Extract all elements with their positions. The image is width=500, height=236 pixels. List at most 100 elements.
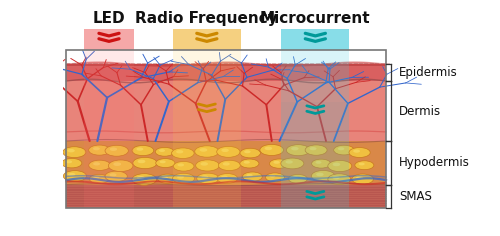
Circle shape <box>93 176 100 179</box>
Bar <box>66 64 386 81</box>
Circle shape <box>105 171 128 181</box>
Text: Radio Frequency: Radio Frequency <box>136 11 278 25</box>
Circle shape <box>353 150 360 153</box>
Circle shape <box>332 163 340 166</box>
Circle shape <box>64 171 86 181</box>
Circle shape <box>88 160 110 170</box>
Bar <box>282 50 349 208</box>
Text: Epidermis: Epidermis <box>399 66 458 79</box>
Text: LED: LED <box>92 11 126 25</box>
Circle shape <box>177 175 184 179</box>
Circle shape <box>246 174 253 177</box>
Circle shape <box>240 159 259 168</box>
Circle shape <box>172 173 195 184</box>
Circle shape <box>223 162 230 166</box>
Circle shape <box>160 160 166 163</box>
Circle shape <box>90 174 109 184</box>
Circle shape <box>332 176 340 179</box>
Circle shape <box>162 176 168 179</box>
Circle shape <box>244 150 250 153</box>
Circle shape <box>200 162 208 166</box>
Circle shape <box>266 173 284 182</box>
Circle shape <box>110 148 117 151</box>
Circle shape <box>292 176 298 179</box>
Circle shape <box>159 149 165 152</box>
Circle shape <box>334 145 354 155</box>
Text: Microcurrent: Microcurrent <box>260 11 370 25</box>
Circle shape <box>133 157 157 169</box>
Bar <box>173 29 241 50</box>
Circle shape <box>358 163 364 165</box>
Circle shape <box>242 172 262 181</box>
Circle shape <box>66 160 72 163</box>
Circle shape <box>286 145 310 156</box>
Circle shape <box>260 144 283 156</box>
Circle shape <box>264 147 272 150</box>
Circle shape <box>110 173 116 177</box>
Circle shape <box>132 174 156 185</box>
Circle shape <box>197 173 219 184</box>
Circle shape <box>349 148 370 157</box>
Circle shape <box>316 173 324 176</box>
Text: Hypodermis: Hypodermis <box>399 156 469 169</box>
Bar <box>66 81 386 141</box>
Circle shape <box>132 145 154 156</box>
Circle shape <box>62 158 82 168</box>
Circle shape <box>216 146 240 157</box>
Circle shape <box>93 147 100 150</box>
Circle shape <box>158 174 178 183</box>
Circle shape <box>286 160 293 164</box>
Circle shape <box>312 159 330 168</box>
Circle shape <box>62 147 86 158</box>
Circle shape <box>352 174 374 184</box>
Circle shape <box>138 160 145 163</box>
Circle shape <box>218 160 240 171</box>
Bar <box>66 63 386 66</box>
Circle shape <box>88 145 110 155</box>
Circle shape <box>93 162 100 165</box>
Text: Dermis: Dermis <box>399 105 441 118</box>
Circle shape <box>136 148 143 151</box>
Circle shape <box>328 174 350 185</box>
Circle shape <box>105 145 128 156</box>
Circle shape <box>68 173 76 176</box>
Circle shape <box>291 147 298 150</box>
Circle shape <box>281 158 304 169</box>
Bar <box>66 50 386 208</box>
Circle shape <box>305 145 327 155</box>
Circle shape <box>356 176 363 179</box>
Circle shape <box>338 147 344 150</box>
Bar <box>66 141 386 185</box>
Circle shape <box>155 148 174 156</box>
Circle shape <box>316 161 322 164</box>
Circle shape <box>196 160 220 171</box>
Circle shape <box>355 161 374 170</box>
Bar <box>84 50 134 208</box>
Circle shape <box>270 175 276 177</box>
Circle shape <box>288 174 308 183</box>
Circle shape <box>310 147 316 150</box>
Circle shape <box>217 173 238 183</box>
Bar <box>282 29 349 50</box>
Bar <box>84 29 134 50</box>
Bar <box>66 185 386 208</box>
Circle shape <box>200 148 207 152</box>
Circle shape <box>240 148 260 158</box>
Circle shape <box>201 175 208 179</box>
Circle shape <box>68 149 75 152</box>
Circle shape <box>156 159 175 168</box>
Circle shape <box>172 148 194 159</box>
Circle shape <box>176 150 184 153</box>
Circle shape <box>114 162 121 166</box>
Circle shape <box>108 160 133 172</box>
Bar <box>173 50 241 208</box>
Circle shape <box>178 163 184 166</box>
Circle shape <box>312 170 335 181</box>
Circle shape <box>221 176 228 179</box>
Circle shape <box>174 161 194 171</box>
Circle shape <box>274 161 280 164</box>
Circle shape <box>222 149 229 152</box>
Circle shape <box>194 146 219 157</box>
Circle shape <box>244 161 250 164</box>
Circle shape <box>137 176 145 180</box>
